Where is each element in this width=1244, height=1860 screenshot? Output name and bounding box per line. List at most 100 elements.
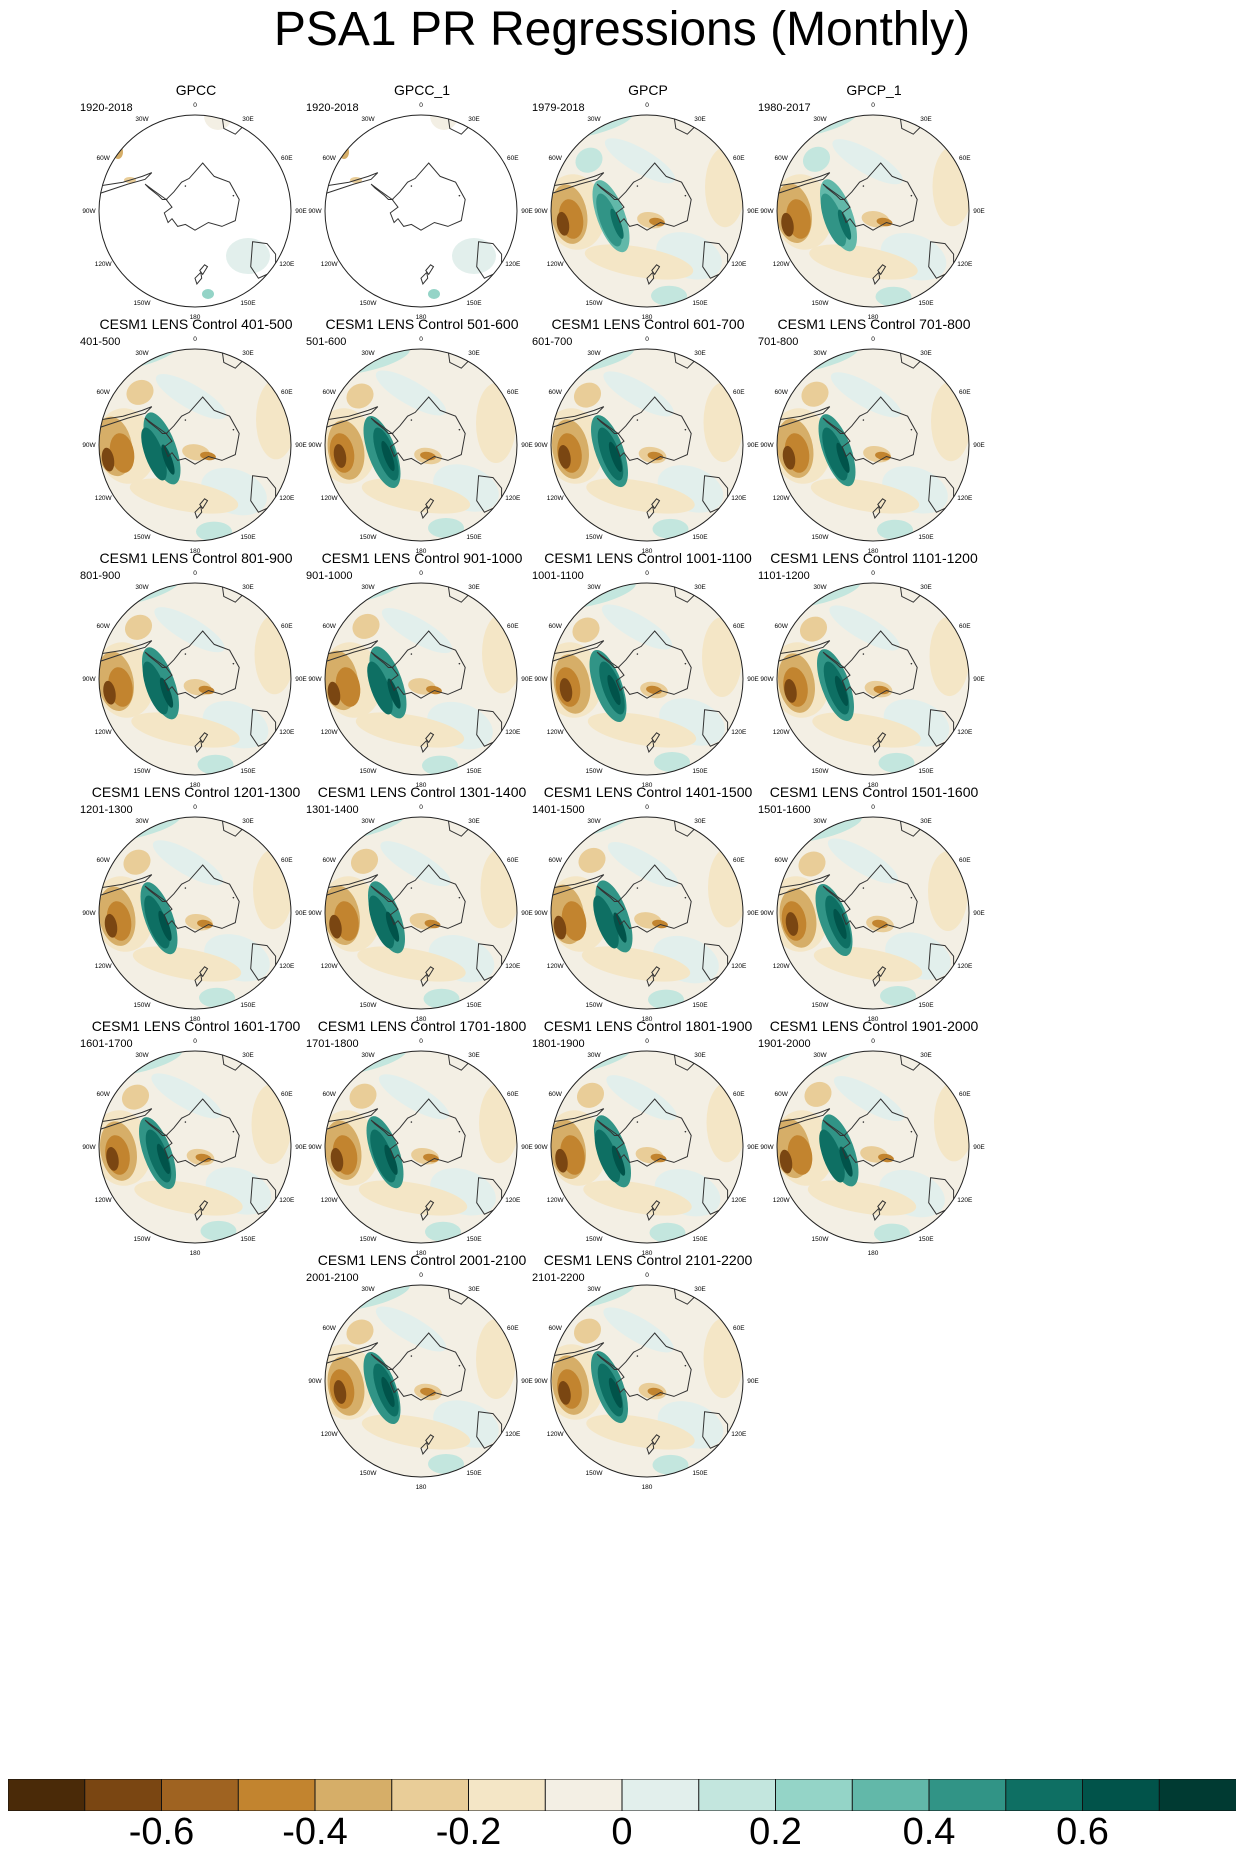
field-blob: [558, 445, 571, 469]
panel-period: 1301-1400: [306, 804, 359, 816]
map-panel: CESM1 LENS Control 1001-1100 1001-1100 0 30…: [514, 550, 782, 820]
panel-title: CESM1 LENS Control 501-600: [325, 316, 519, 332]
field-blob: [197, 919, 213, 929]
field-blob: [875, 286, 912, 307]
lon-label: 90E: [521, 676, 533, 683]
lon-label: 60E: [733, 1325, 745, 1332]
lon-label: 90E: [747, 208, 759, 215]
panel-title: CESM1 LENS Control 1801-1900: [543, 1018, 753, 1034]
lon-label: 90E: [521, 910, 533, 917]
lon-label: 0: [419, 1272, 423, 1279]
island-marker: [410, 653, 413, 655]
lon-label: 60W: [775, 1091, 789, 1098]
lon-label: 60W: [97, 1091, 111, 1098]
lon-label: 150W: [586, 1470, 604, 1477]
field-blob: [587, 712, 697, 748]
colorbar-tick-label: -0.6: [128, 1811, 195, 1853]
field-blob: [346, 383, 374, 409]
south-america-coast: [551, 1108, 605, 1131]
island-marker: [458, 194, 461, 197]
panel-period: 601-700: [532, 336, 573, 348]
peninsula-coast: [596, 1119, 620, 1136]
polar-map: 0 30E 60E 90E 120E 150E 180 150W 120W 90W 60W 30W: [82, 1038, 307, 1257]
peninsula-coast: [596, 183, 620, 200]
field-blob: [131, 712, 240, 748]
map-panel: CESM1 LENS Control 1301-1400 1301-1400 0 30…: [288, 784, 556, 1054]
lon-label: 120E: [957, 1197, 973, 1204]
peninsula-coast: [596, 1353, 620, 1370]
peninsula-coast: [822, 651, 846, 668]
south-america-coast: [777, 172, 831, 195]
peninsula-coast: [822, 417, 846, 434]
map-boundary: [776, 348, 970, 542]
lon-label: 180: [416, 782, 427, 789]
lon-label: 90E: [295, 676, 307, 683]
africa-coast: [899, 583, 928, 603]
nz-coast: [425, 732, 435, 744]
south-america-coast: [551, 640, 605, 663]
island-marker: [184, 653, 187, 655]
antarctica-coast: [841, 630, 918, 699]
map-panel: GPCP_1 1980-2017 0 30E 60E 90E 120E 150E 180 150W…: [740, 82, 1008, 352]
south-america-coast: [325, 1108, 379, 1131]
panel-period: 1920-2018: [80, 102, 133, 114]
island-marker: [458, 1364, 461, 1367]
field-blob: [423, 1153, 439, 1163]
colorbar-swatch: [314, 1779, 393, 1811]
island-marker: [232, 896, 235, 899]
africa-coast: [899, 349, 928, 369]
lon-label: 150W: [360, 534, 378, 541]
nz-coast: [651, 966, 661, 978]
polar-map: 0 30E 60E 90E 120E 150E 180 150W 120W 90W 60W 30W: [82, 336, 307, 555]
nz-coast: [877, 264, 887, 276]
field-blob: [352, 613, 380, 639]
island-marker: [410, 185, 413, 187]
nz-coast: [646, 739, 655, 754]
nz-coast: [425, 1434, 435, 1446]
polar-map: 0 30E 60E 90E 120E 150E 180 150W 120W 90W 60W 30W: [760, 570, 985, 789]
lon-label: 0: [419, 336, 423, 343]
field-blob: [367, 661, 393, 715]
colorbar-tick-label: 0.6: [1056, 1811, 1109, 1853]
panel-period: 1980-2017: [758, 102, 811, 114]
field-blob: [121, 1084, 150, 1110]
peninsula-coast: [822, 1119, 846, 1136]
lon-label: 150E: [466, 1470, 482, 1477]
nz-coast: [199, 1200, 209, 1212]
lon-label: 60E: [507, 1091, 519, 1098]
lon-label: 90W: [82, 442, 96, 449]
south-america-coast: [99, 406, 153, 429]
lon-label: 150W: [586, 534, 604, 541]
field-blob: [327, 681, 341, 706]
field-blob: [607, 674, 621, 706]
field-blob: [832, 139, 903, 185]
field-blob: [476, 1319, 516, 1399]
lon-label: 150W: [360, 1236, 378, 1243]
peninsula-coast: [596, 417, 620, 434]
field-blob: [702, 617, 742, 697]
field-blob: [782, 445, 796, 470]
island-marker: [410, 1121, 413, 1123]
island-marker: [410, 419, 413, 421]
lon-label: 180: [868, 548, 879, 555]
field-blob: [649, 1222, 686, 1243]
lon-label: 90W: [308, 442, 322, 449]
field-blob: [575, 147, 603, 173]
field-blob: [601, 604, 673, 650]
lon-label: 30W: [361, 1052, 375, 1059]
antarctica-coast: [615, 162, 692, 231]
panel-title: CESM1 LENS Control 1101-1200: [770, 550, 978, 566]
colorbar-tick-label: -0.2: [435, 1811, 502, 1853]
field-blob: [784, 679, 797, 703]
field-blob: [123, 849, 151, 875]
nz-coast: [199, 732, 209, 744]
colorbar-swatch: [775, 1779, 854, 1811]
island-marker: [636, 419, 639, 421]
field-blob: [103, 680, 116, 705]
africa-coast: [447, 583, 476, 603]
peninsula-coast: [144, 183, 168, 200]
lon-label: 180: [190, 782, 201, 789]
lon-label: 0: [419, 804, 423, 811]
lon-label: 30E: [694, 818, 706, 825]
lon-label: 60E: [959, 389, 971, 396]
